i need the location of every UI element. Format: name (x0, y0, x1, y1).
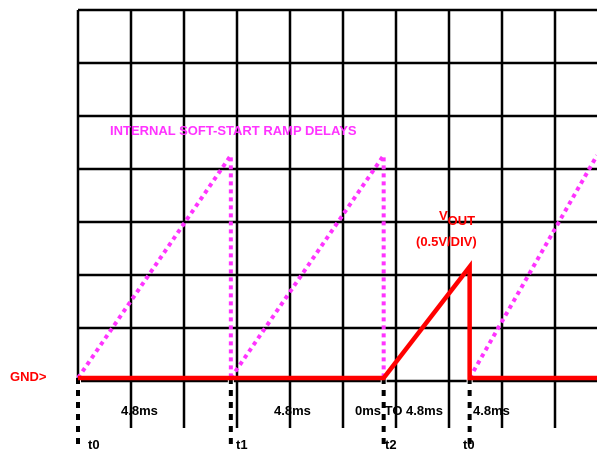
time-marker-label: t0 (463, 437, 475, 450)
chart-grid (76, 8, 597, 428)
interval-label: 0ms TO 4.8ms (355, 403, 443, 418)
vout-label-subscript: OUT (448, 213, 476, 228)
vout-series (78, 260, 597, 381)
vout-label-main: V (439, 208, 448, 223)
ramp-segment (467, 154, 597, 379)
vout-trace (78, 260, 597, 381)
interval-label: 4.8ms (473, 403, 510, 418)
time-marker-label: t1 (236, 437, 248, 450)
time-marker-label: t2 (385, 437, 397, 450)
time-marker-lines (75, 378, 473, 450)
chart-title: INTERNAL SOFT-START RAMP DELAYS (110, 123, 357, 138)
vout-scale-label: (0.5V/DIV) (416, 234, 477, 249)
vout-label: VOUT (439, 208, 475, 228)
interval-label: 4.8ms (121, 403, 158, 418)
ramp-series (76, 148, 597, 380)
ramp-segment (76, 148, 233, 380)
time-marker-label: t0 (88, 437, 100, 450)
interval-label: 4.8ms (274, 403, 311, 418)
ramp-segment (229, 148, 386, 380)
ground-label: GND> (10, 369, 47, 384)
